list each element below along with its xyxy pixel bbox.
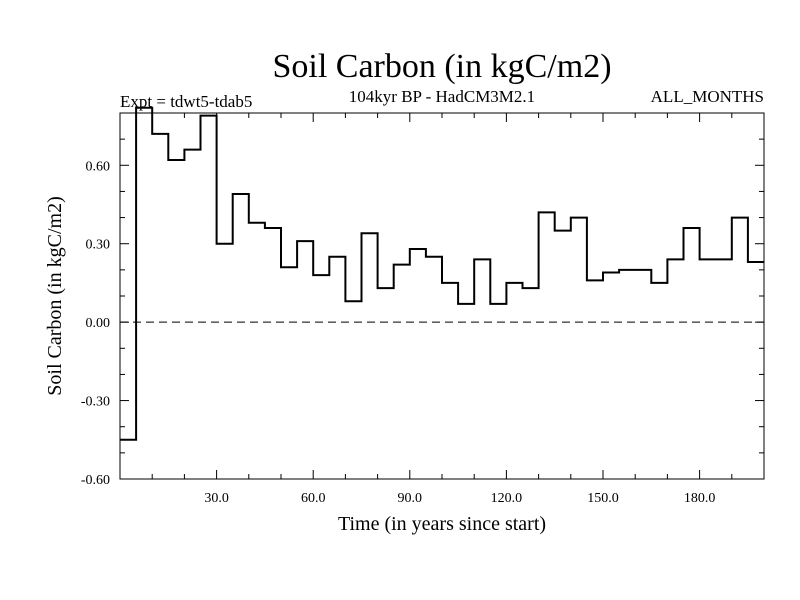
- y-axis-ticks: -0.60 -0.30 0.00 0.30 0.60: [81, 138, 764, 488]
- x-tick-label: 60.0: [301, 491, 326, 506]
- x-tick-label: 120.0: [491, 491, 523, 506]
- y-tick-label: 0.00: [86, 316, 111, 331]
- x-tick-label: 180.0: [684, 491, 716, 506]
- chart-title: Soil Carbon (in kgC/m2): [272, 48, 611, 85]
- x-tick-label: 30.0: [204, 491, 229, 506]
- y-axis-title: Soil Carbon (in kgC/m2): [44, 196, 66, 395]
- x-axis-ticks: 30.0 60.0 90.0 120.0 150.0 180.0: [151, 113, 733, 506]
- experiment-label: Expt = tdwt5-tdab5: [120, 92, 252, 111]
- y-tick-label: 0.30: [86, 238, 111, 253]
- x-tick-label: 150.0: [587, 491, 619, 506]
- model-label: 104kyr BP - HadCM3M2.1: [349, 87, 535, 106]
- y-tick-label: -0.60: [81, 473, 110, 488]
- y-tick-label: -0.30: [81, 395, 110, 410]
- x-axis-title: Time (in years since start): [338, 513, 546, 535]
- soil-carbon-series-line: [120, 106, 764, 441]
- months-label: ALL_MONTHS: [651, 87, 764, 106]
- x-tick-label: 90.0: [398, 491, 423, 506]
- y-tick-label: 0.60: [86, 159, 111, 174]
